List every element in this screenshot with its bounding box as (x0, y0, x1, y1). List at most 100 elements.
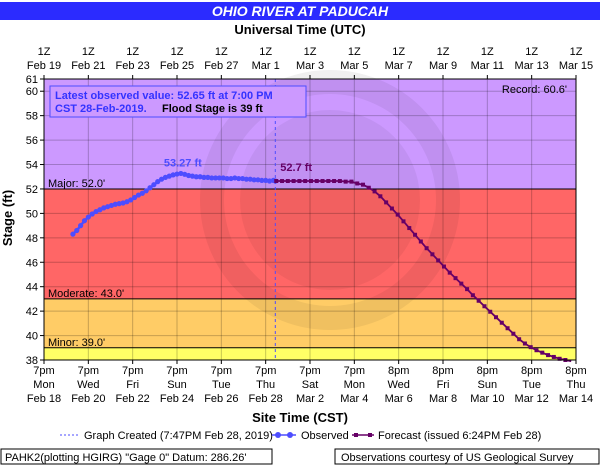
bottom-tick-label: 7pm (344, 365, 365, 377)
bottom-tick-label: Mar 4 (340, 393, 368, 405)
forecast-point (395, 212, 400, 217)
y-tick-label: 40 (26, 331, 38, 343)
bottom-tick-label: Fri (126, 379, 139, 391)
peak-label: 53.27 ft (164, 157, 202, 169)
observed-point (78, 223, 84, 229)
watermark-disk (240, 110, 420, 290)
top-tick-label: 1Z (525, 46, 538, 58)
bottom-tick-label: 8pm (565, 365, 586, 377)
bottom-tick-label: Sun (478, 379, 498, 391)
top-axis-label: Universal Time (UTC) (234, 22, 365, 37)
forecast-point (430, 252, 435, 257)
forecast-point (505, 326, 510, 331)
observed-point (124, 199, 130, 205)
top-tick-label: 1Z (348, 46, 361, 58)
observed-point (205, 174, 211, 180)
bottom-tick-label: 7pm (78, 365, 99, 377)
forecast-point (337, 179, 342, 184)
bottom-tick-label: Mar 2 (296, 393, 324, 405)
forecast-point (308, 179, 313, 184)
forecast-point (314, 179, 319, 184)
forecast-point (424, 246, 429, 251)
top-tick-date: Feb 27 (204, 60, 238, 72)
forecast-point (320, 179, 325, 184)
top-tick-label: 1Z (437, 46, 450, 58)
top-tick-date: Feb 25 (160, 60, 194, 72)
observed-point (239, 175, 246, 182)
forecast-point (349, 179, 354, 184)
footer-courtesy: Observations courtesy of US Geological S… (341, 452, 574, 464)
record-label: Record: 60.6' (502, 84, 567, 96)
footer-left-box (0, 448, 273, 465)
top-tick-date: Feb 19 (27, 60, 61, 72)
forecast-point (459, 281, 464, 286)
top-tick-label: 1Z (171, 46, 184, 58)
y-tick-label: 61 (26, 74, 38, 86)
chart-title: OHIO RIVER AT PADUCAH (212, 3, 389, 19)
bottom-tick-label: 8pm (432, 365, 453, 377)
latest-box-line1: Latest observed value: 52.65 ft at 7:00 … (55, 90, 273, 102)
y-tick-label: 52 (26, 184, 38, 196)
top-tick-date: Mar 11 (471, 60, 504, 72)
forecast-point (534, 348, 539, 353)
forecast-point (372, 189, 377, 194)
top-tick-date: Mar 5 (340, 60, 368, 72)
bottom-tick-label: 8pm (477, 365, 498, 377)
forecast-point (280, 179, 285, 184)
bottom-tick-label: Feb 20 (71, 393, 105, 405)
observed-point (112, 201, 118, 207)
forecast-line (276, 180, 572, 363)
legend-forecast: Forecast (issued 6:24PM Feb 28) (378, 430, 541, 442)
observed-point (216, 175, 223, 181)
top-tick-date: Mar 9 (429, 60, 457, 72)
forecast-point (355, 181, 360, 186)
forecast-point (557, 356, 562, 361)
bottom-tick-label: 7pm (211, 365, 232, 377)
observed-point (174, 171, 180, 177)
forecast-point (361, 182, 366, 187)
bottom-tick-label: Mar 6 (385, 393, 413, 405)
forecast-point (522, 341, 527, 346)
latest-label: 52.7 ft (280, 162, 312, 174)
stage-band-1 (44, 298, 576, 348)
observed-point (193, 174, 199, 180)
bottom-tick-label: Fri (437, 379, 450, 391)
legend-created: Graph Created (7:47PM Feb 28, 2019) (84, 430, 273, 442)
observed-point (89, 211, 95, 217)
top-tick-label: 1Z (215, 46, 228, 58)
forecast-point (274, 179, 279, 184)
forecast-point (494, 315, 499, 320)
top-tick-date: Mar 15 (559, 60, 593, 72)
forecast-point (303, 179, 308, 184)
forecast-point (378, 194, 383, 199)
forecast-point (418, 239, 423, 244)
bottom-tick-label: Sat (302, 379, 319, 391)
forecast-point (441, 264, 446, 269)
observed-point (236, 175, 242, 182)
bottom-tick-label: 8pm (521, 365, 542, 377)
forecast-point (499, 320, 504, 325)
bottom-tick-label: 8pm (388, 365, 409, 377)
top-tick-date: Mar 1 (252, 60, 280, 72)
top-tick-label: 1Z (570, 46, 583, 58)
footer-datum: PAHK2(plotting HGIRG) "Gage 0" Datum: 28… (5, 452, 246, 464)
observed-point (185, 172, 192, 179)
observed-point (158, 176, 165, 182)
top-tick-date: Mar 7 (385, 60, 413, 72)
observed-point (135, 192, 142, 198)
bottom-tick-label: Mar 14 (559, 393, 593, 405)
observed-point (209, 175, 215, 181)
latest-value-box: Latest observed value: 52.65 ft at 7:00 … (49, 85, 307, 118)
y-tick-label: 58 (26, 111, 38, 123)
bottom-tick-label: Feb 18 (27, 393, 61, 405)
forecast-point (332, 179, 337, 184)
bottom-tick-label: Feb 22 (116, 393, 150, 405)
top-tick-date: Mar 13 (515, 60, 549, 72)
forecast-point (384, 200, 389, 205)
forecast-point (343, 179, 348, 184)
observed-point (131, 194, 138, 201)
title-bar (0, 2, 600, 20)
threshold-label: Moderate: 43.0' (48, 288, 124, 300)
bottom-tick-label: 7pm (255, 365, 276, 377)
forecast-point (546, 353, 551, 358)
